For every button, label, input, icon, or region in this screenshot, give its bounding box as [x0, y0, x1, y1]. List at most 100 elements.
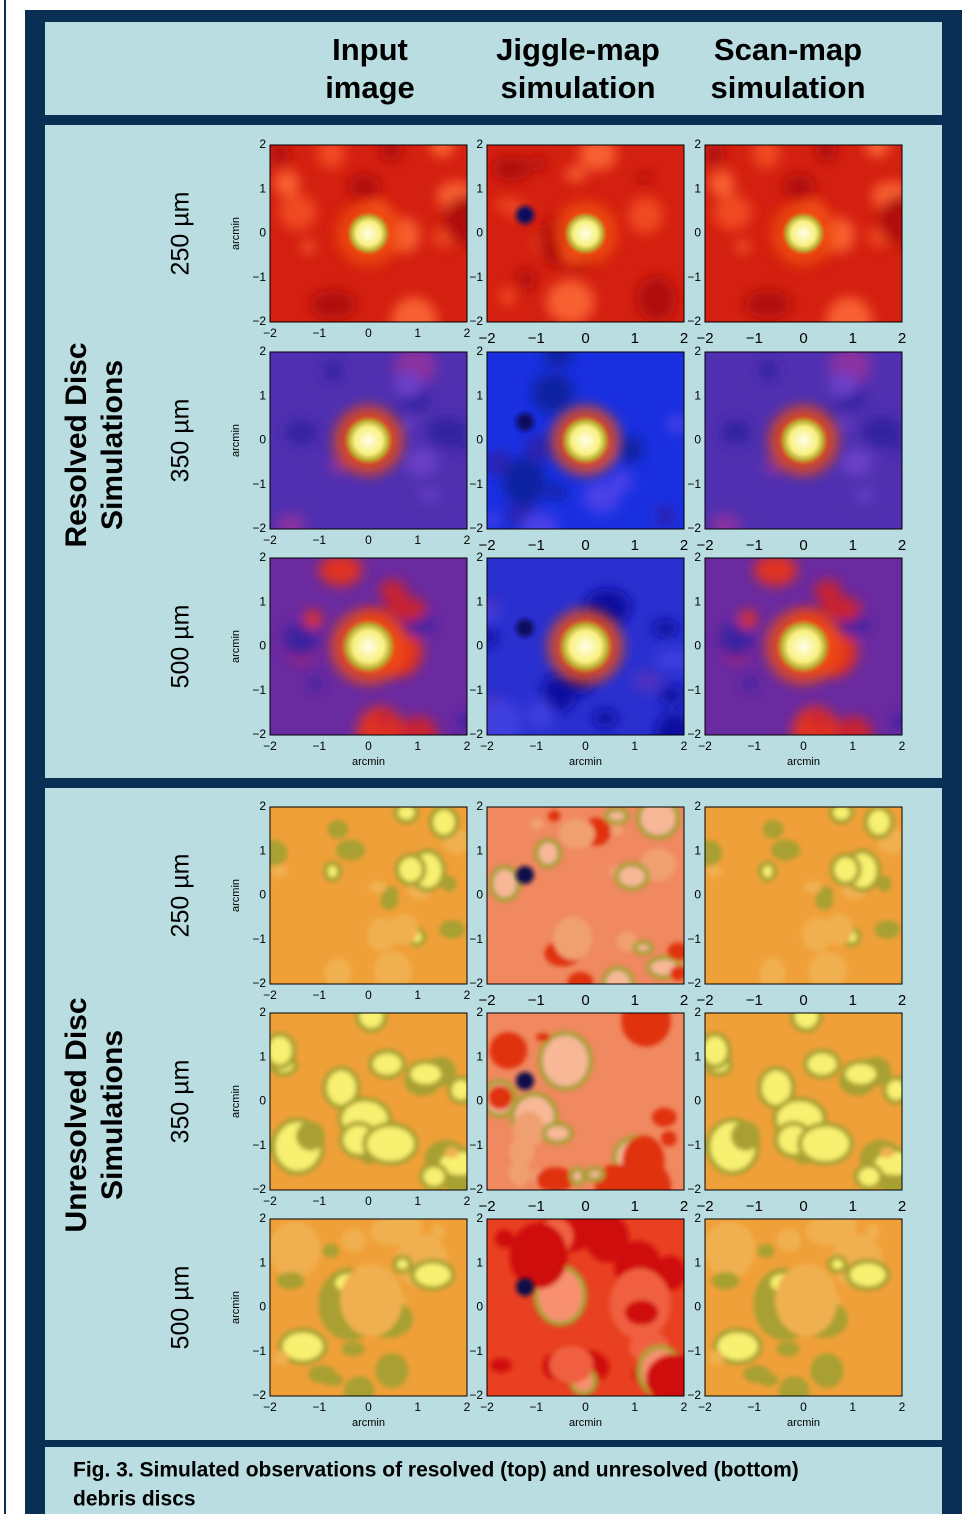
x-tick-label: −1 — [312, 533, 326, 547]
y-tick-label: −1 — [687, 477, 701, 491]
x-tick-label: −2 — [698, 1400, 712, 1414]
y-tick-label: 2 — [694, 550, 701, 564]
y-tick-label: 1 — [694, 1255, 701, 1269]
x-tick-label: 0 — [582, 739, 589, 753]
blob — [721, 420, 752, 445]
map-image — [268, 346, 471, 538]
x-tick-label: 2 — [680, 1198, 688, 1215]
blob — [632, 671, 663, 692]
x-tick-label: −2 — [263, 739, 277, 753]
y-tick-label: −1 — [687, 1344, 701, 1358]
blob — [771, 840, 801, 861]
y-tick-label: −2 — [469, 976, 483, 990]
y-tick-label: −1 — [687, 1138, 701, 1152]
y-tick-label: 1 — [476, 843, 483, 857]
blob — [439, 920, 465, 939]
x-tick-label: 0 — [365, 1400, 372, 1414]
x-tick-label: 0 — [799, 1198, 807, 1215]
blob — [405, 449, 438, 475]
blob — [707, 865, 722, 877]
x-tick-label: 2 — [680, 537, 688, 554]
y-tick-label: −1 — [687, 932, 701, 946]
blob — [593, 709, 618, 727]
x-tick-label: 0 — [799, 537, 807, 554]
blob — [628, 197, 663, 234]
blob — [536, 1033, 550, 1042]
blob — [336, 840, 366, 861]
blob — [510, 1223, 568, 1289]
x-tick-label: 0 — [581, 1198, 589, 1215]
blob — [369, 881, 387, 893]
x-tick-label: −2 — [263, 1400, 277, 1414]
map-image — [487, 799, 690, 999]
blob — [714, 194, 752, 230]
x-tick-label: 2 — [464, 739, 471, 753]
blob — [341, 1341, 364, 1356]
blob — [856, 489, 874, 501]
y-tick-label: 2 — [259, 137, 266, 151]
x-tick-label: 2 — [681, 739, 688, 753]
x-tick-label: −2 — [263, 988, 277, 1002]
blob — [802, 918, 832, 952]
y-tick-label: 0 — [476, 639, 483, 653]
blob — [348, 174, 380, 199]
blob — [536, 840, 559, 866]
y-tick-label: −2 — [687, 521, 701, 535]
y-tick-label: 1 — [476, 1255, 483, 1269]
blob — [408, 1062, 443, 1087]
y-tick-label: 0 — [694, 639, 701, 653]
x-tick-label: −2 — [698, 739, 712, 753]
column-header: Jiggle-map — [496, 32, 660, 67]
x-tick-label: 1 — [849, 739, 856, 753]
blob — [394, 372, 422, 398]
map-image — [467, 558, 692, 753]
x-tick-label: 1 — [631, 537, 639, 554]
blob — [325, 863, 339, 880]
axis-label: arcmin — [352, 756, 385, 768]
blob — [565, 167, 586, 182]
blob — [760, 863, 774, 880]
axis-label: arcmin — [230, 1291, 242, 1324]
x-tick-label: 0 — [799, 992, 807, 1009]
y-tick-label: 1 — [694, 388, 701, 402]
blob — [661, 1131, 677, 1146]
x-tick-label: 2 — [464, 326, 471, 340]
section-title: Simulations — [96, 1030, 129, 1200]
y-tick-label: 1 — [476, 594, 483, 608]
y-tick-label: −1 — [252, 477, 266, 491]
y-tick-label: 2 — [694, 799, 701, 813]
y-tick-label: 2 — [259, 344, 266, 358]
blob — [704, 1222, 755, 1279]
y-tick-label: −1 — [252, 270, 266, 284]
blob — [274, 1351, 289, 1365]
blob — [395, 1257, 411, 1271]
poster-figure: InputimageJiggle-mapsimulationScan-mapsi… — [0, 0, 966, 1514]
sim-map — [260, 803, 470, 991]
x-tick-label: −1 — [746, 992, 763, 1009]
disc — [561, 416, 611, 466]
y-tick-label: 2 — [694, 137, 701, 151]
blob — [652, 1108, 677, 1127]
x-tick-label: −2 — [263, 533, 277, 547]
blob — [830, 1257, 846, 1271]
blob — [712, 1272, 740, 1290]
y-tick-label: 0 — [476, 1300, 483, 1314]
blob — [341, 1229, 366, 1252]
y-tick-label: 2 — [259, 1005, 266, 1019]
map-image — [270, 554, 474, 760]
blob — [843, 1062, 878, 1087]
blob — [274, 170, 300, 197]
y-tick-label: −1 — [469, 270, 483, 284]
x-tick-label: 0 — [581, 537, 589, 554]
axis-label: arcmin — [230, 879, 242, 912]
row-label: 350 µm — [167, 1060, 195, 1144]
blob — [421, 1165, 446, 1188]
blob — [776, 1341, 799, 1356]
blob — [606, 809, 627, 822]
y-tick-label: −1 — [469, 683, 483, 697]
x-tick-label: 0 — [365, 988, 372, 1002]
blob — [540, 1033, 590, 1089]
sim-map — [699, 1003, 919, 1195]
blob — [783, 174, 815, 199]
x-tick-label: 0 — [799, 330, 807, 347]
